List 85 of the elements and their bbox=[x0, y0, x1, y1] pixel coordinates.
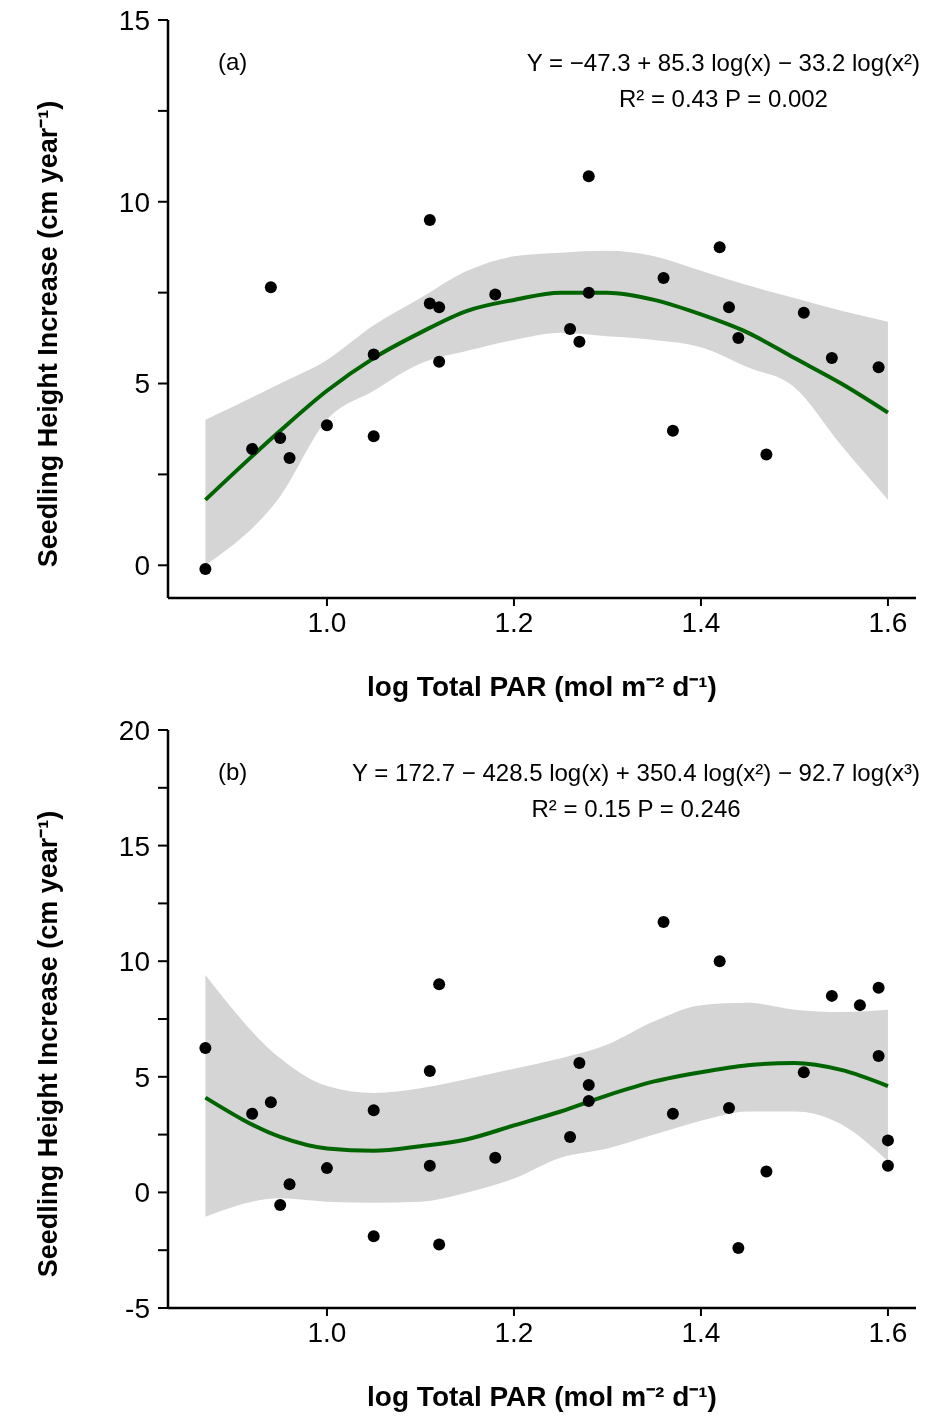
y-tick-label: 0 bbox=[134, 550, 150, 582]
annotation: (a) bbox=[218, 48, 248, 76]
point bbox=[199, 562, 212, 575]
y-tick-label: 15 bbox=[118, 4, 150, 36]
x-tick-label: 1.2 bbox=[494, 606, 534, 638]
y-tick-label: -5 bbox=[125, 1292, 150, 1324]
y-tick-label: 15 bbox=[118, 830, 150, 862]
y-tick-label: 20 bbox=[118, 714, 150, 746]
point bbox=[283, 1178, 296, 1191]
y-axis-title: Seedling Height Increase (cm year⁻¹) bbox=[31, 810, 64, 1278]
x-tick-label: 1.6 bbox=[868, 606, 908, 638]
x-axis-title: log Total PAR (mol m⁻² d⁻¹) bbox=[367, 670, 717, 704]
point bbox=[246, 442, 259, 455]
point bbox=[872, 1049, 885, 1062]
point bbox=[564, 322, 577, 335]
point bbox=[723, 301, 735, 314]
point bbox=[320, 419, 333, 432]
point bbox=[666, 1107, 679, 1120]
point bbox=[433, 301, 446, 314]
annotation: (b) bbox=[218, 758, 248, 786]
x-tick-label: 1.4 bbox=[681, 1316, 721, 1348]
point bbox=[760, 1165, 773, 1178]
point bbox=[433, 355, 446, 368]
point bbox=[246, 1107, 259, 1120]
point bbox=[872, 981, 885, 994]
point bbox=[274, 1199, 287, 1212]
point bbox=[283, 452, 296, 465]
annotation: Y = 172.7 − 428.5 log(x) + 350.4 log(x²) − 92.7 log(x³) bbox=[352, 758, 920, 788]
point bbox=[582, 1095, 595, 1108]
point bbox=[489, 1151, 502, 1164]
point bbox=[573, 1056, 586, 1069]
line-series bbox=[203, 1060, 890, 1153]
point bbox=[573, 335, 586, 348]
y-tick-label: 10 bbox=[118, 186, 150, 218]
annotation: R² = 0.15 P = 0.246 bbox=[530, 794, 742, 824]
point bbox=[825, 352, 838, 365]
point bbox=[433, 1238, 446, 1251]
point bbox=[732, 1241, 745, 1254]
point bbox=[423, 1159, 436, 1172]
point bbox=[264, 1096, 277, 1109]
point bbox=[489, 288, 502, 301]
point bbox=[713, 955, 726, 968]
point bbox=[264, 281, 277, 294]
point bbox=[274, 432, 287, 445]
point bbox=[797, 1066, 810, 1079]
point bbox=[367, 1230, 380, 1243]
y-tick-label: 5 bbox=[134, 1061, 150, 1093]
point bbox=[713, 241, 726, 254]
x-tick-label: 1.4 bbox=[681, 606, 721, 638]
point bbox=[582, 286, 595, 299]
point bbox=[199, 1041, 212, 1054]
annotation: Y = −47.3 + 85.3 log(x) − 33.2 log(x²) bbox=[526, 48, 920, 78]
point bbox=[657, 915, 670, 928]
line-series bbox=[203, 290, 890, 502]
y-axis-title: Seedling Height Increase (cm year⁻¹) bbox=[31, 100, 64, 568]
y-tick-label: 5 bbox=[134, 368, 150, 400]
point bbox=[582, 170, 595, 183]
point bbox=[732, 332, 745, 345]
point bbox=[657, 272, 670, 285]
x-tick-label: 1.2 bbox=[494, 1316, 534, 1348]
x-tick-label: 1.0 bbox=[307, 606, 347, 638]
point bbox=[881, 1134, 894, 1147]
point bbox=[423, 213, 436, 226]
point bbox=[797, 306, 810, 319]
point bbox=[367, 348, 380, 361]
point bbox=[367, 1104, 380, 1117]
x-tick-label: 1.6 bbox=[868, 1316, 908, 1348]
point bbox=[760, 448, 773, 461]
point bbox=[825, 989, 838, 1002]
x-axis-title: log Total PAR (mol m⁻² d⁻¹) bbox=[367, 1380, 717, 1414]
annotation: R² = 0.43 P = 0.002 bbox=[617, 84, 829, 114]
point bbox=[582, 1078, 595, 1091]
point bbox=[423, 1065, 436, 1078]
point bbox=[723, 1102, 735, 1115]
point bbox=[320, 1162, 333, 1175]
y-tick-label: 10 bbox=[118, 946, 150, 978]
point bbox=[872, 361, 885, 374]
point bbox=[433, 978, 446, 991]
point bbox=[367, 430, 380, 443]
point bbox=[881, 1159, 894, 1172]
x-tick-label: 1.0 bbox=[307, 1316, 347, 1348]
point bbox=[564, 1130, 577, 1143]
point bbox=[666, 424, 679, 437]
y-tick-label: 0 bbox=[134, 1177, 150, 1209]
point bbox=[853, 999, 866, 1012]
